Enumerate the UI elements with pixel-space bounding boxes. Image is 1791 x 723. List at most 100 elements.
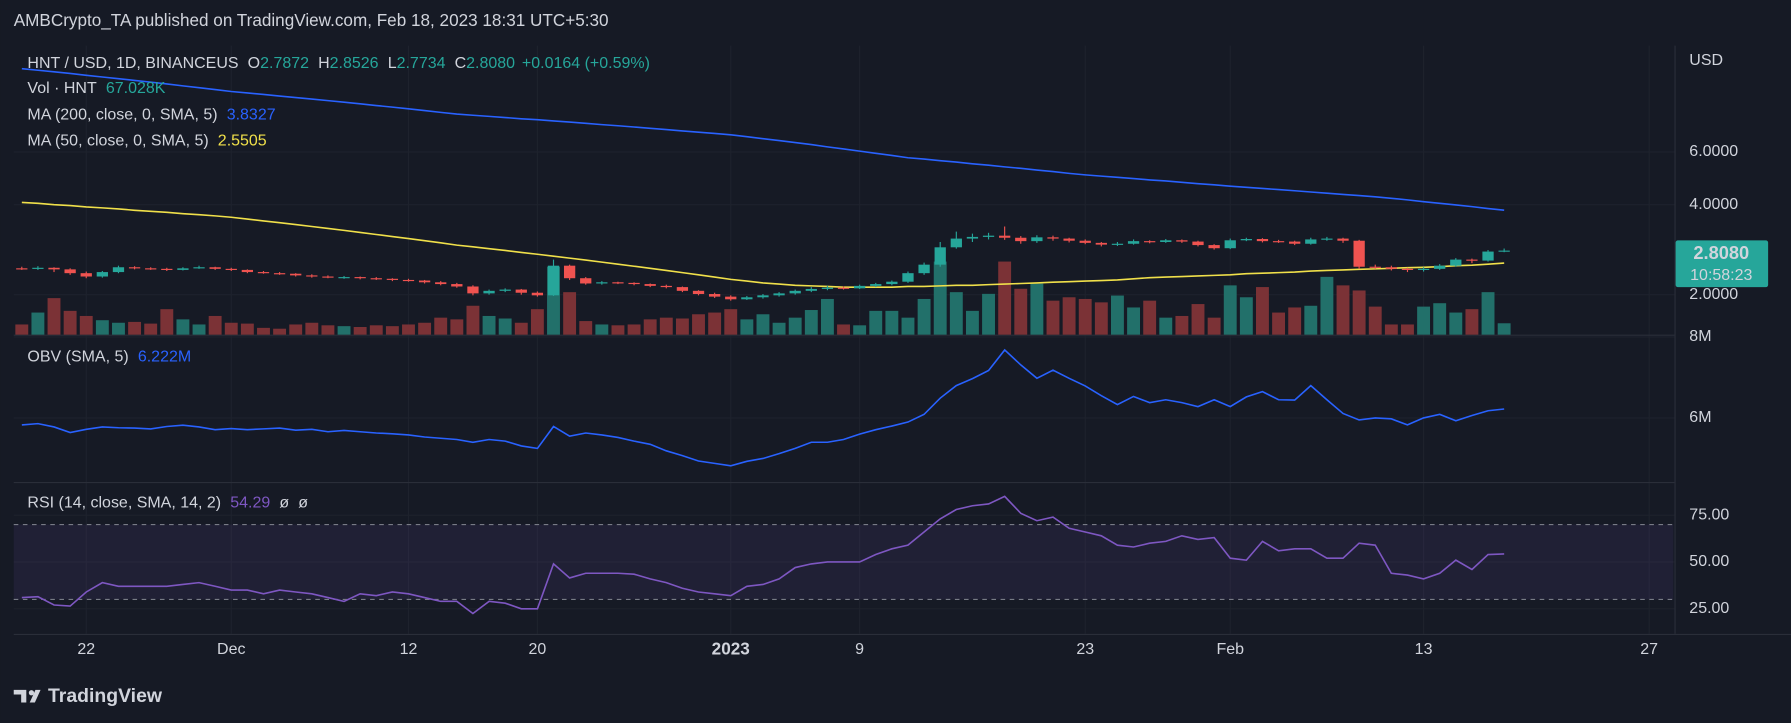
- rsi-legend: RSI (14, close, SMA, 14, 2) 54.29 ø ø: [27, 495, 308, 512]
- candle-body: [1063, 238, 1075, 241]
- volume-bar: [482, 315, 496, 335]
- volume-bar: [965, 310, 979, 335]
- volume-bar: [1094, 302, 1108, 335]
- candle-body: [96, 272, 108, 277]
- candle-body: [676, 287, 689, 291]
- volume-bar: [1481, 292, 1495, 335]
- candle-body: [370, 278, 382, 280]
- price-tag: [1675, 240, 1769, 288]
- volume-bar: [176, 319, 190, 335]
- candle-body: [1031, 237, 1043, 242]
- grid-layer: [13, 45, 1675, 634]
- candle-body: [757, 295, 769, 298]
- candle-body: [1385, 267, 1397, 269]
- ohlc-letter: O: [248, 55, 260, 72]
- candle-body: [209, 267, 221, 269]
- volume-bar: [595, 324, 609, 335]
- volume-bar: [418, 322, 432, 335]
- volume-bar: [853, 325, 867, 335]
- candle-body: [193, 267, 205, 269]
- ohlc-value: 2.7872: [260, 55, 309, 72]
- candle-body: [1256, 239, 1269, 242]
- volume-bar: [772, 322, 786, 335]
- volume-bar: [112, 322, 125, 335]
- candle-body: [1047, 237, 1059, 239]
- volume-bar: [998, 261, 1012, 335]
- volume-bar: [498, 318, 512, 335]
- candle-body: [1015, 237, 1027, 242]
- volume-bar: [240, 323, 254, 335]
- y-tick-label: 25.00: [1689, 600, 1729, 617]
- candle-body: [161, 268, 173, 270]
- candle-body: [580, 278, 592, 284]
- price-tag-countdown: 10:58:23: [1690, 267, 1752, 284]
- volume-bar: [1288, 307, 1302, 335]
- volume-name: Vol · HNT: [27, 80, 97, 97]
- volume-bar: [434, 317, 448, 335]
- candle-body: [1208, 245, 1220, 249]
- volume-bar: [949, 292, 963, 335]
- volume-bar: [675, 318, 689, 335]
- volume-bar: [353, 327, 367, 335]
- ohlc-value: 2.7734: [397, 55, 446, 72]
- candle-body: [451, 284, 463, 287]
- ma200-line: [21, 67, 1505, 211]
- volume-bar: [192, 324, 206, 335]
- ma50-line: [21, 201, 1505, 288]
- volume-bar: [1336, 285, 1350, 335]
- rsi-name: RSI (14, close, SMA, 14, 2): [27, 495, 221, 512]
- candle-body: [999, 235, 1011, 238]
- ohlc-value: 2.8526: [330, 55, 379, 72]
- candle-body: [338, 277, 350, 279]
- volume-bar: [15, 324, 29, 335]
- candle-body: [1434, 265, 1446, 269]
- volume-bar: [1256, 287, 1269, 335]
- rsi-na: ø: [298, 495, 308, 512]
- x-tick-label: 9: [855, 641, 864, 658]
- volume-bar: [1207, 317, 1221, 335]
- candle-body: [886, 281, 898, 285]
- rsi-line: [21, 495, 1505, 615]
- volume-bar: [1417, 306, 1431, 335]
- volume-bar: [208, 315, 222, 335]
- candle-body: [1353, 240, 1365, 267]
- obv-value: 6.222M: [138, 349, 191, 366]
- volume-bar: [1159, 317, 1173, 335]
- candle-body: [531, 292, 544, 296]
- volume-bar: [1352, 290, 1366, 335]
- ohlc-letter: C: [455, 55, 467, 72]
- y-tick-label: 2.0000: [1689, 286, 1738, 303]
- volume-bar: [869, 310, 883, 335]
- volume-bar: [1320, 276, 1334, 335]
- volume-bar: [47, 298, 61, 335]
- candle-body: [1289, 241, 1301, 244]
- candle-body: [128, 267, 141, 269]
- volume-bar: [837, 324, 850, 335]
- candle-body: [741, 297, 753, 300]
- candle-body: [773, 293, 785, 296]
- candle-body: [306, 275, 318, 277]
- candle-body: [1417, 268, 1430, 270]
- volume-bar: [321, 325, 335, 335]
- candle-body: [1369, 266, 1381, 268]
- candle-body: [435, 282, 447, 285]
- volume-bar: [160, 309, 174, 335]
- candle-body: [1095, 242, 1107, 245]
- ma200-name: MA (200, close, 0, SMA, 5): [27, 107, 217, 124]
- candle-body: [145, 268, 157, 270]
- ma200-legend: MA (200, close, 0, SMA, 5) 3.8327: [27, 107, 275, 124]
- volume-value: 67.028K: [106, 80, 166, 97]
- volume-bar: [1401, 324, 1414, 335]
- brand-name: TradingView: [48, 685, 163, 707]
- volume-bar: [450, 319, 464, 335]
- candle-body: [386, 278, 399, 280]
- publish-title: AMBCrypto_TA published on TradingView.co…: [14, 10, 609, 30]
- change-value: +0.0164 (+0.59%): [522, 55, 650, 72]
- volume-bar: [901, 317, 915, 335]
- ohlc-value: 2.8080: [466, 55, 515, 72]
- symbol: HNT / USD, 1D, BINANCEUS: [27, 55, 238, 72]
- volume-bar: [933, 261, 947, 335]
- volume-bar: [659, 317, 673, 335]
